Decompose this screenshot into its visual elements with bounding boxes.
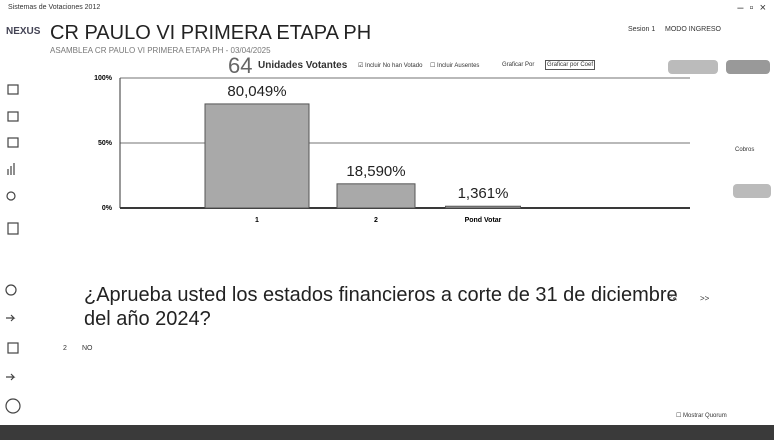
unit-count: 64 [228, 53, 253, 78]
button[interactable] [733, 184, 771, 198]
bar [445, 205, 521, 209]
button[interactable] [668, 60, 718, 74]
session: Sesion 1 [628, 26, 656, 33]
sidebar-icons [5, 84, 21, 414]
x-tick-label: 1 [255, 217, 259, 224]
subtitle: ASAMBLEA CR PAULO VI PRIMERA ETAPA PH - … [50, 46, 271, 55]
value-label: 80,049% [227, 83, 286, 100]
option-button[interactable]: Graficar Por [502, 62, 535, 68]
option-label: Incluir Ausentes [437, 63, 480, 69]
value-label: 18,590% [346, 163, 405, 180]
nav-prev[interactable]: << [668, 294, 678, 303]
window-title: Sistemas de Votaciones 2012 [8, 4, 101, 11]
value-label: 1,361% [458, 185, 509, 202]
chart: 0% 50% 100% 80,049% 1 18,590% 2 1,361% Pond Vota… [94, 75, 690, 224]
option[interactable]: ☐ Incluir Ausentes [430, 63, 480, 69]
y-tick-label: 0% [102, 205, 113, 212]
taskbar [0, 425, 774, 440]
y-tick-label: 50% [98, 140, 113, 147]
button[interactable] [726, 60, 770, 74]
answer-text: NO [82, 345, 93, 352]
bar [336, 183, 416, 209]
question: ¿Aprueba usted los estados financieros a… [84, 284, 678, 330]
nav-next[interactable]: >> [700, 294, 710, 303]
title: CR PAULO VI PRIMERA ETAPA PH [50, 22, 372, 44]
quorum-option[interactable]: ☐ Mostrar Quorum [676, 413, 727, 419]
bar [204, 103, 310, 209]
option-label: Incluir No han Votado [365, 63, 423, 69]
side-label: Cobros [735, 147, 755, 153]
unit-label: Unidades Votantes [258, 60, 348, 71]
option-button[interactable]: Graficar por Coef [545, 60, 596, 70]
option[interactable]: ☑ Incluir No han Votado [358, 63, 423, 69]
x-tick-label: 2 [374, 217, 378, 224]
window-controls[interactable]: – ▫ × [737, 2, 766, 14]
logo: NEXUS [6, 26, 41, 37]
quorum-label: Mostrar Quorum [683, 413, 727, 419]
answer-number: 2 [63, 345, 67, 352]
y-tick-label: 100% [94, 75, 113, 82]
mode: MODO INGRESO [665, 26, 722, 33]
x-tick-label: Pond Votar [465, 217, 502, 224]
